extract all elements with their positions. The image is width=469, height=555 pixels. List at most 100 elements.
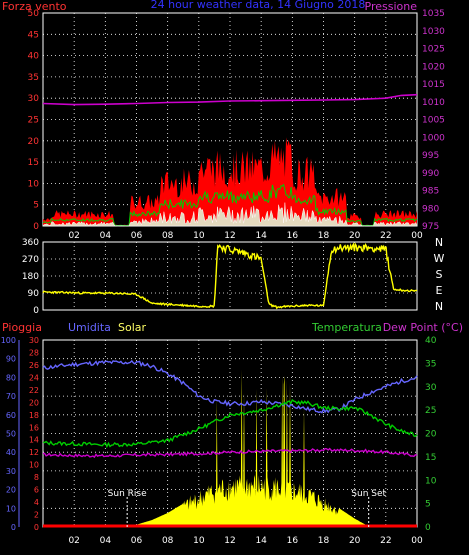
wind-tick-label: 40	[28, 52, 40, 62]
pressure-tick-label: 1005	[422, 116, 445, 126]
wind-time-tick-label: 18	[318, 231, 330, 241]
compass-label: W	[434, 252, 445, 265]
temperature-axis-ticks: 0 5 10 15 20 25 30 35 40	[425, 336, 437, 533]
wind-tick-label: 35	[28, 73, 39, 83]
pressure-tick-label: 1035	[422, 9, 445, 19]
climate-time-tick-label: 04	[100, 536, 112, 546]
direction-tick-label: 180	[22, 272, 39, 282]
wind-tick-label: 25	[28, 116, 39, 126]
pressure-tick-label: 1025	[422, 45, 445, 55]
climate-time-tick-label: 00	[411, 536, 423, 546]
pressure-label: Pressione	[365, 0, 418, 13]
rain-tick-label: 0	[34, 523, 39, 532]
rain-tick-label: 10	[29, 461, 39, 470]
wind-tick-label: 45	[28, 30, 39, 40]
direction-tick-label: 90	[28, 289, 40, 299]
climate-time-tick-label: 16	[287, 536, 299, 546]
direction-degree-ticks: 0 90 180 270 360	[22, 238, 39, 316]
humidity-tick-label: 90	[6, 355, 16, 364]
rain-tick-label: 28	[29, 348, 39, 357]
pioggia-label: Pioggia	[2, 321, 42, 334]
wind-time-tick-label: 10	[193, 231, 205, 241]
pressure-line	[42, 93, 418, 106]
wind-time-tick-label: 04	[100, 231, 112, 241]
humidity-tick-label: 100	[1, 336, 16, 345]
compass-label: N	[435, 300, 443, 313]
climate-time-tick-label: 08	[162, 536, 174, 546]
climate-time-ticks: 02 04 06 08 10 12 14 16 18 20 22 00	[68, 536, 423, 546]
wind-force-label: Forza vento	[2, 0, 67, 13]
pressure-tick-label: 1015	[422, 80, 445, 90]
pressure-tick-label: 980	[422, 204, 439, 214]
wind-time-tick-label: 06	[131, 231, 143, 241]
rain-tick-label: 18	[29, 411, 39, 420]
pressure-tick-label: 985	[422, 187, 439, 197]
temperature-tick-label: 40	[425, 336, 437, 346]
climate-time-tick-label: 20	[349, 536, 361, 546]
wind-time-tick-label: 22	[380, 231, 391, 241]
dew-point-line	[43, 447, 418, 459]
pressure-tick-label: 1000	[422, 133, 445, 143]
wind-minimum-area	[42, 202, 418, 227]
humidity-tick-label: 20	[6, 486, 16, 495]
rain-tick-label: 4	[34, 498, 39, 507]
climate-time-tick-label: 18	[318, 536, 330, 546]
pressure-tick-label: 1020	[422, 62, 445, 72]
climate-time-tick-label: 10	[193, 536, 205, 546]
wind-gust-area	[43, 137, 417, 226]
wind-time-ticks: 02 04 06 08 10 12 14 16 18 20 22 00	[68, 231, 423, 241]
pressure-tick-label: 995	[422, 151, 439, 161]
temperature-tick-label: 35	[425, 359, 436, 369]
wind-tick-label: 30	[28, 94, 40, 104]
wind-time-tick-label: 12	[224, 231, 235, 241]
wind-time-tick-label: 16	[287, 231, 299, 241]
wind-tick-label: 20	[28, 137, 40, 147]
humidity-tick-label: 70	[6, 392, 16, 401]
wind-tick-label: 15	[28, 158, 39, 168]
rain-tick-label: 22	[29, 386, 39, 395]
temperature-tick-label: 25	[425, 406, 436, 416]
wind-tick-label: 5	[33, 201, 39, 211]
rain-tick-label: 16	[29, 423, 39, 432]
rain-tick-label: 14	[29, 436, 39, 445]
chart-title: 24 hour weather data, 14 Giugno 2018	[151, 0, 366, 11]
rain-tick-label: 12	[29, 448, 39, 457]
humidity-line	[42, 359, 418, 414]
rain-humidity-temp-panel: Sun Rise Sun Set 0102030405060708090100 …	[1, 321, 463, 546]
sun-rise-label: Sun Rise	[108, 489, 147, 499]
rain-tick-label: 6	[34, 486, 39, 495]
pressure-axis-ticks: 975 980 985 990 995 1000 1005 1010 1015 1020 1025 1…	[422, 9, 445, 232]
solar-label: Solar	[118, 321, 147, 334]
pressure-tick-label: 1030	[422, 27, 445, 37]
umidita-label: Umidita	[68, 321, 111, 334]
climate-time-tick-label: 06	[131, 536, 143, 546]
climate-time-tick-label: 12	[224, 536, 235, 546]
temperature-tick-label: 15	[425, 453, 436, 463]
humidity-tick-label: 50	[6, 430, 16, 439]
dew-point-label: Dew Point (°C)	[383, 321, 463, 334]
temperature-tick-label: 20	[425, 430, 437, 440]
pressure-tick-label: 990	[422, 169, 439, 179]
wind-axis-ticks: 0 5 10 15 20 25 30 35 40 45 50	[28, 9, 40, 232]
humidity-axis-ticks: 0 10 20 30 40 50 60 70 80 90 100	[1, 336, 20, 532]
temperatura-label: Temperatura	[311, 321, 382, 334]
humidity-tick-label: 80	[6, 373, 16, 382]
direction-tick-label: 0	[33, 306, 39, 316]
temperature-tick-label: 30	[425, 383, 437, 393]
wind-tick-label: 0	[33, 222, 39, 232]
climate-time-tick-label: 14	[255, 536, 267, 546]
humidity-tick-label: 10	[6, 504, 16, 513]
rain-tick-label: 8	[34, 473, 39, 482]
wind-time-tick-label: 14	[255, 231, 267, 241]
wind-time-tick-label: 02	[68, 231, 79, 241]
wind-average-line	[42, 183, 418, 227]
pressure-tick-label: 1010	[422, 98, 445, 108]
temperature-tick-label: 5	[425, 500, 431, 510]
rain-tick-label: 20	[29, 398, 39, 407]
